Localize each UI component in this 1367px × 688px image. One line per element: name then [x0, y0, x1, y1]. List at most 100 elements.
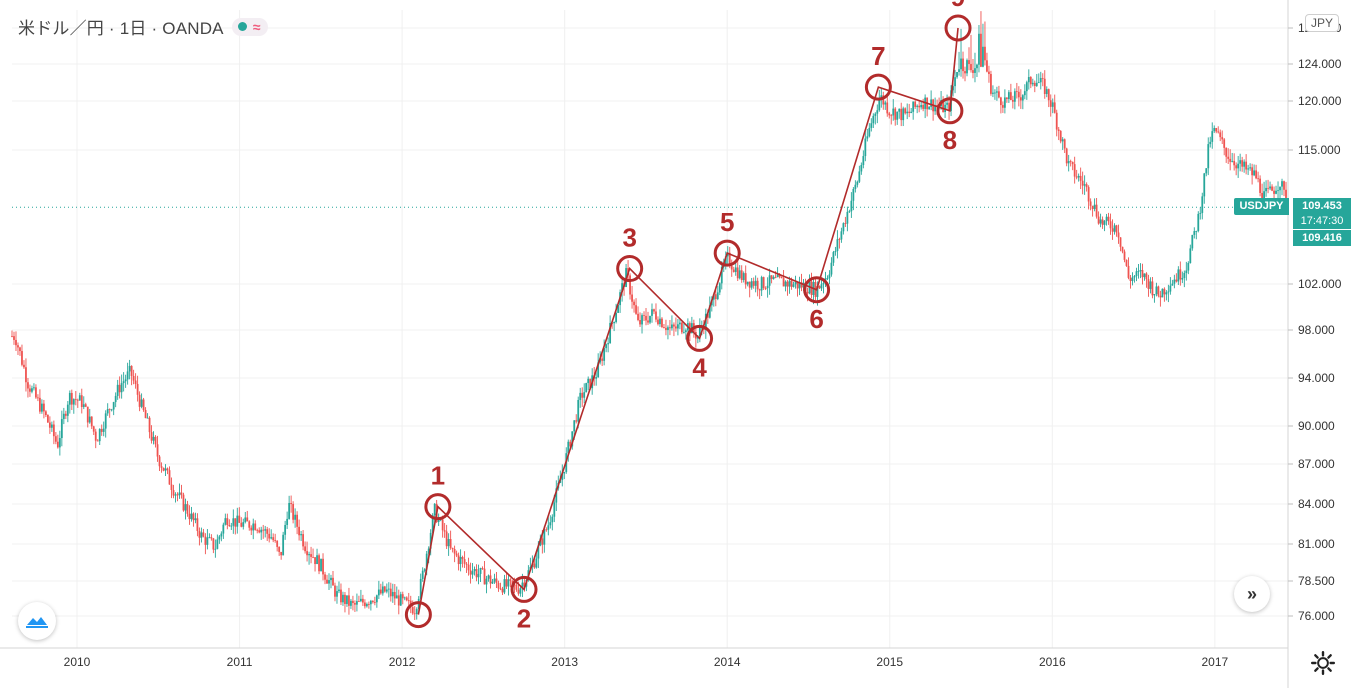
- candle: [234, 518, 237, 535]
- candle: [888, 111, 891, 119]
- candle-body: [613, 322, 616, 324]
- candle-body: [260, 529, 263, 533]
- candle: [567, 439, 570, 462]
- candle-body: [226, 518, 229, 526]
- candle: [92, 425, 95, 436]
- candle-body: [455, 553, 458, 556]
- candle: [555, 480, 558, 512]
- candle-body: [768, 275, 771, 286]
- candle-body: [208, 537, 211, 539]
- candle-body: [561, 473, 564, 481]
- candle-body: [266, 529, 269, 534]
- candle: [1203, 172, 1206, 204]
- candle: [1021, 94, 1024, 110]
- tradingview-logo-button[interactable]: [18, 602, 56, 640]
- candle: [1235, 162, 1238, 176]
- last-price-tag: 109.453: [1293, 198, 1351, 214]
- candle: [178, 483, 181, 499]
- candle: [800, 273, 803, 292]
- candle-body: [1135, 271, 1138, 277]
- candle-body: [497, 582, 500, 589]
- candle: [1041, 73, 1044, 87]
- candle: [244, 511, 247, 524]
- candle: [190, 506, 193, 522]
- candle: [549, 515, 552, 529]
- candle: [924, 94, 927, 119]
- candle: [1215, 127, 1218, 134]
- candle-body: [154, 436, 157, 445]
- candle: [900, 102, 903, 127]
- currency-badge[interactable]: JPY: [1304, 14, 1339, 32]
- candle-body: [914, 101, 917, 107]
- candle-body: [519, 588, 522, 594]
- chart-legend[interactable]: 米ドル／円 · 1日 · OANDA ≈: [18, 14, 269, 39]
- settings-gear-icon[interactable]: [1310, 650, 1336, 676]
- candle: [922, 98, 925, 112]
- candle: [984, 21, 986, 66]
- candle-body: [46, 414, 49, 423]
- candle-body: [732, 269, 735, 272]
- candle: [782, 270, 785, 287]
- candle-body: [1251, 167, 1254, 176]
- candle-body: [1257, 178, 1259, 180]
- candle-body: [346, 595, 348, 604]
- candle-body: [391, 591, 394, 597]
- candle-body: [168, 470, 171, 485]
- indicator-badge[interactable]: ≈: [231, 17, 269, 36]
- candle: [1221, 130, 1224, 145]
- candle-body: [152, 436, 155, 441]
- candle: [776, 267, 779, 278]
- candle: [543, 525, 546, 553]
- candle-body: [854, 184, 857, 189]
- candle-body: [505, 579, 508, 587]
- candle: [268, 528, 271, 543]
- candle: [1013, 88, 1016, 110]
- candle-body: [904, 108, 907, 114]
- candle-body: [1099, 219, 1102, 224]
- candle-body: [238, 515, 241, 523]
- candle-body: [603, 348, 606, 361]
- candle-body: [641, 315, 643, 325]
- candle-body: [890, 115, 893, 117]
- candle: [1193, 227, 1196, 239]
- candle: [222, 522, 225, 539]
- candle-body: [806, 291, 809, 294]
- candle: [968, 47, 970, 71]
- candle-body: [1213, 127, 1216, 132]
- candle: [828, 270, 831, 285]
- candle-body: [1197, 213, 1200, 232]
- candle-body: [467, 564, 470, 571]
- candle: [1165, 290, 1168, 301]
- candle-body: [94, 431, 97, 441]
- candle-body: [928, 106, 931, 110]
- candle-body: [1231, 160, 1234, 162]
- candle: [399, 591, 402, 606]
- candle-body: [882, 95, 885, 105]
- candle: [90, 416, 93, 430]
- candle: [768, 268, 771, 295]
- candle-body: [878, 99, 881, 111]
- candle-body: [130, 365, 133, 376]
- candle: [958, 51, 960, 76]
- candle: [633, 299, 635, 313]
- candle-body: [469, 570, 472, 575]
- candle: [487, 574, 490, 582]
- candle: [629, 273, 631, 300]
- candle-body: [748, 281, 751, 288]
- candle: [746, 281, 749, 287]
- candle-body: [1097, 216, 1100, 224]
- scroll-to-realtime-button[interactable]: »: [1234, 576, 1270, 612]
- candle: [120, 374, 123, 399]
- candle: [1111, 219, 1114, 240]
- candle: [1201, 192, 1204, 220]
- candle-body: [1047, 89, 1050, 101]
- candle: [405, 596, 408, 602]
- wave-point-circle: [803, 276, 831, 304]
- candle: [1133, 274, 1136, 283]
- candle: [547, 517, 550, 536]
- candle-body: [250, 527, 253, 531]
- candle: [136, 375, 139, 402]
- candle: [736, 260, 739, 282]
- candle: [854, 180, 857, 193]
